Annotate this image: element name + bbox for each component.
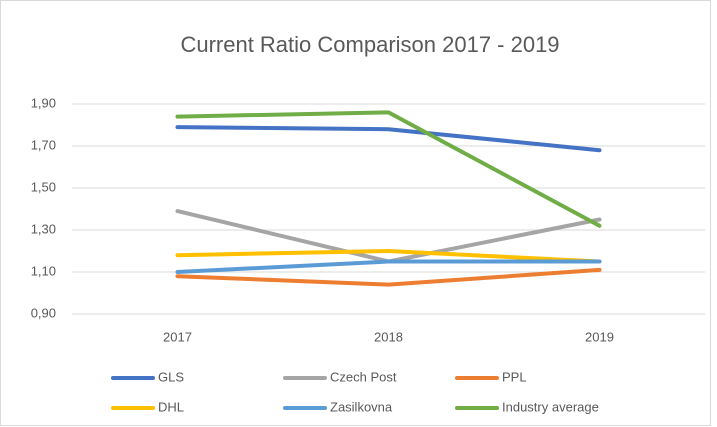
y-tick-label: 1,70 (31, 137, 56, 152)
series-line (175, 110, 602, 228)
x-tick-label: 2017 (163, 329, 192, 344)
y-tick-label: 1,90 (31, 95, 56, 110)
chart-title: Current Ratio Comparison 2017 - 2019 (180, 32, 559, 57)
series-line (175, 249, 602, 264)
y-tick-label: 1,30 (31, 221, 56, 236)
series-line (175, 267, 602, 287)
series-line (175, 125, 602, 153)
legend-label: GLS (158, 369, 184, 384)
y-tick-label: 1,50 (31, 179, 56, 194)
series-line (175, 259, 602, 274)
legend-label: Zasilkovna (330, 399, 393, 414)
x-tick-label: 2018 (374, 329, 403, 344)
legend-label: Czech Post (330, 369, 397, 384)
y-tick-label: 1,10 (31, 263, 56, 278)
y-tick-label: 0,90 (31, 305, 56, 320)
legend-label: PPL (502, 369, 527, 384)
legend-label: DHL (158, 399, 184, 414)
x-tick-label: 2019 (585, 329, 614, 344)
legend-label: Industry average (502, 399, 599, 414)
